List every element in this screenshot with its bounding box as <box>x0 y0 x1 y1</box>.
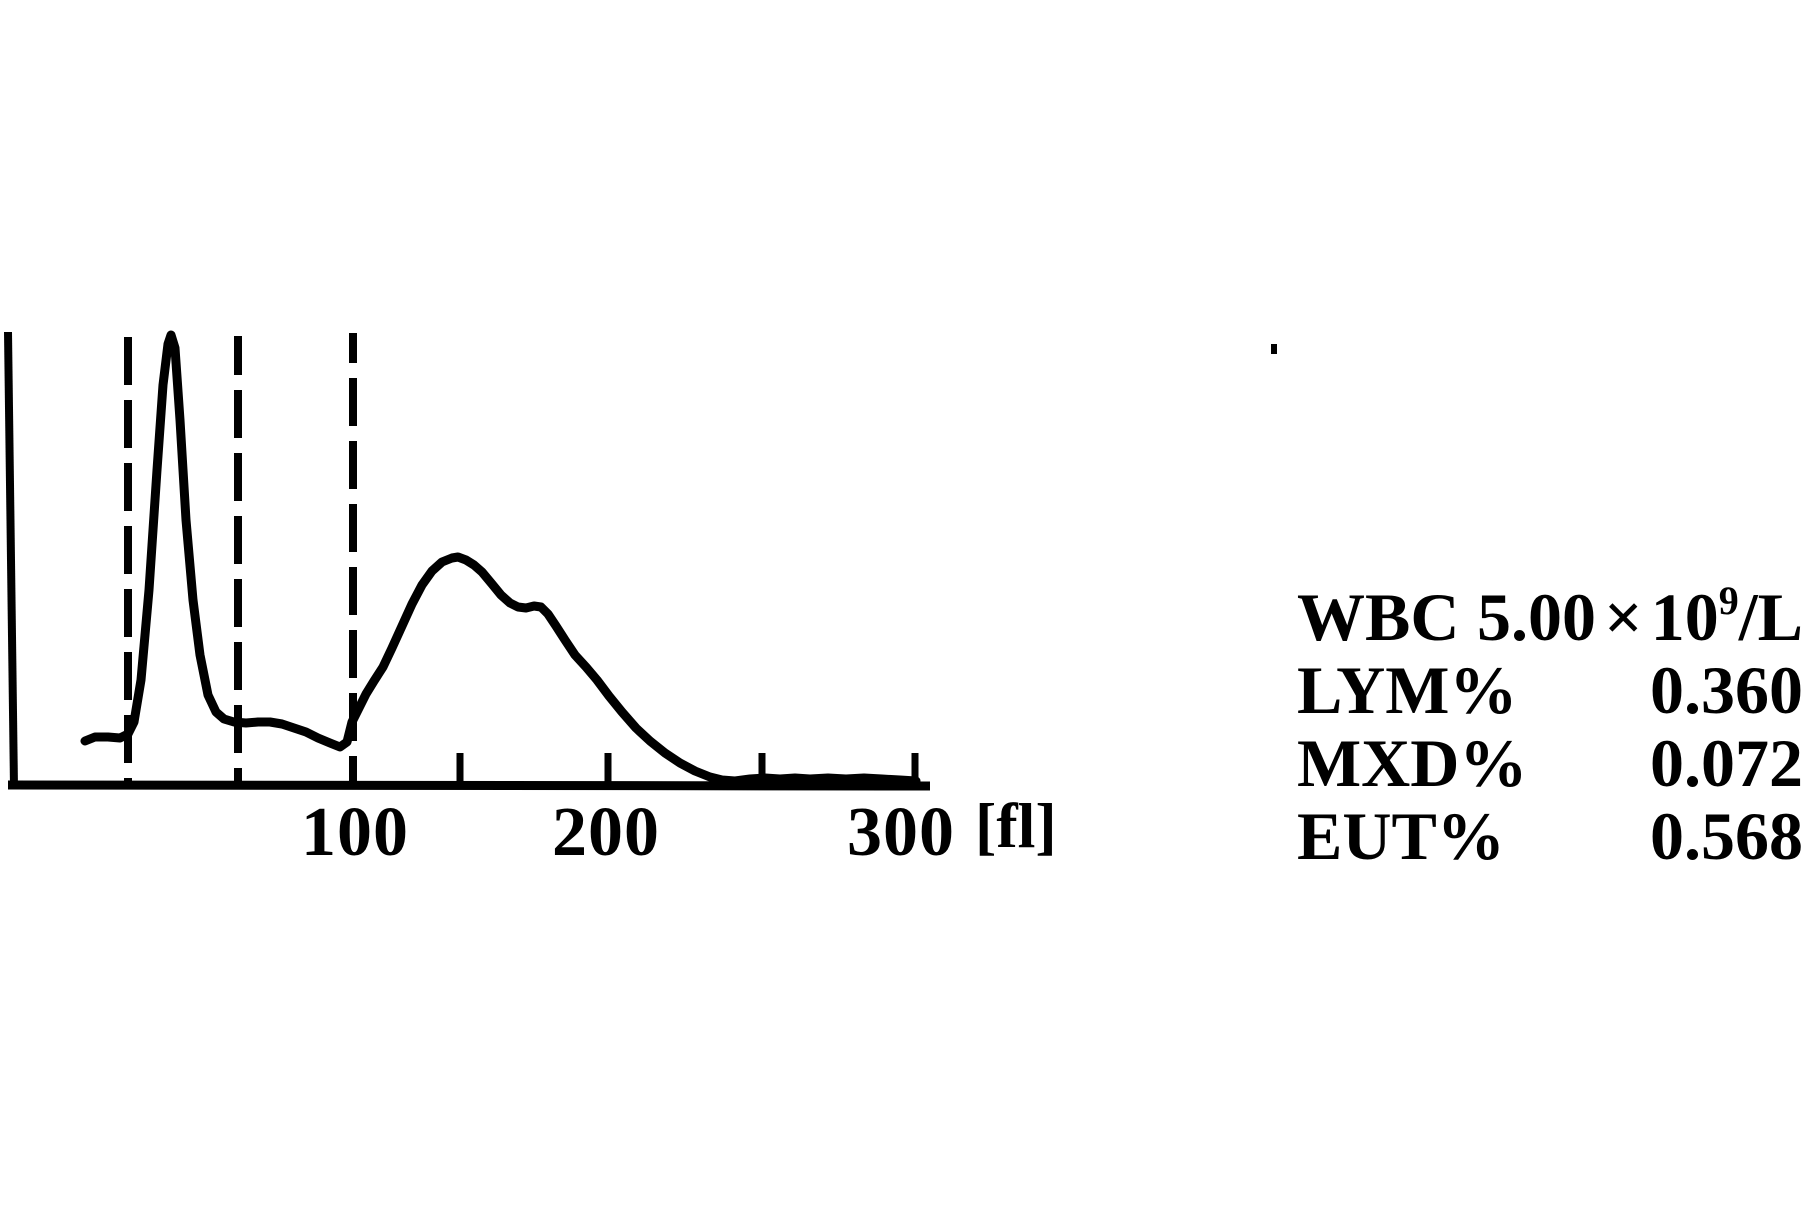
x-tick-label-100: 100 <box>301 794 409 871</box>
multiplication-sign: × <box>1604 579 1643 655</box>
wbc-coefficient: 5.00 <box>1477 579 1596 655</box>
result-label-mxd: MXD% <box>1297 725 1528 801</box>
result-row-wbc: WBC 5.00 × 109/L <box>1297 579 1803 655</box>
result-label-eut: EUT% <box>1297 798 1505 874</box>
x-tick-label-300: 300 <box>847 794 955 871</box>
result-value-eut: 0.568 <box>1650 798 1803 874</box>
result-value-wbc: 5.00 × 109/L <box>1477 581 1803 652</box>
x-axis-line <box>7 780 931 791</box>
result-row-lym: LYM% 0.360 <box>1297 656 1803 724</box>
result-value-lym: 0.360 <box>1650 652 1803 728</box>
result-row-eut: EUT% 0.568 <box>1297 802 1803 870</box>
result-value-mxd: 0.072 <box>1650 725 1803 801</box>
result-label-lym: LYM% <box>1297 652 1518 728</box>
wbc-unit: /L <box>1738 579 1803 655</box>
x-tick-label-200: 200 <box>552 794 660 871</box>
result-label-wbc: WBC <box>1297 579 1460 655</box>
wbc-power-exponent: 9 <box>1718 578 1739 623</box>
x-axis-unit-label: [fl] <box>975 790 1057 861</box>
scan-speck <box>1271 344 1277 354</box>
result-row-mxd: MXD% 0.072 <box>1297 729 1803 797</box>
wbc-distribution-curve <box>80 330 921 786</box>
wbc-power-base: 10 <box>1650 579 1719 655</box>
y-axis-line <box>4 331 18 789</box>
